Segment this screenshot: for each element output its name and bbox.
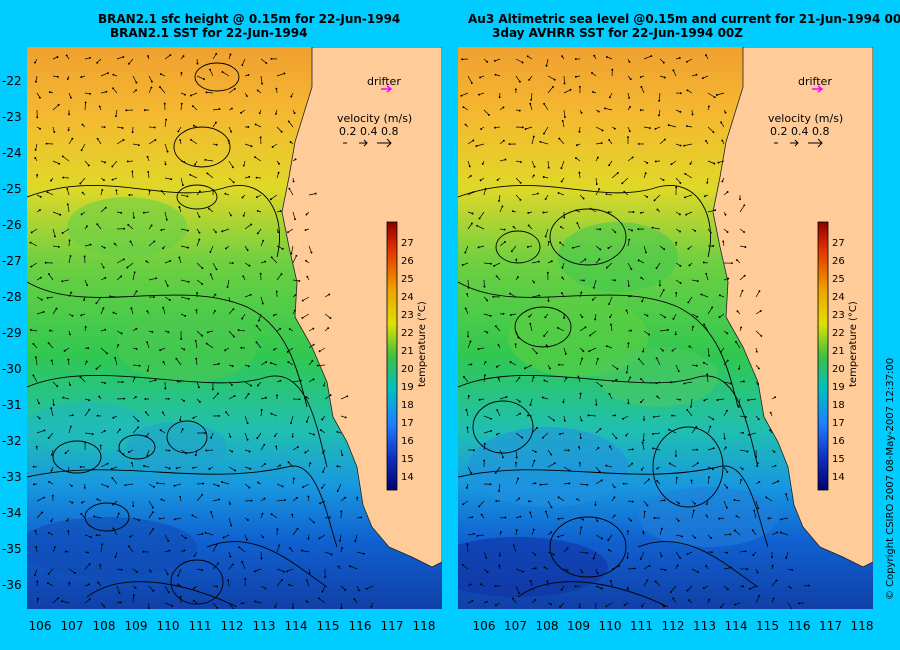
left-lon-tick: 114 xyxy=(285,619,308,633)
left-lat-tick: -34 xyxy=(2,506,22,520)
left-lat-tick: -35 xyxy=(2,542,22,556)
left-lon-tick: 109 xyxy=(125,619,148,633)
velocity-legend-scale: 0.2 0.4 0.8 xyxy=(770,125,829,138)
left-sst-map: drifter velocity (m/s)0.2 0.4 0.8 27 26 25 24… xyxy=(27,47,442,609)
velocity-scale-arrows-icon xyxy=(774,138,823,148)
colorbar-tick-label: 21 xyxy=(832,346,845,357)
left-lat-tick: -25 xyxy=(2,182,22,196)
drifter-arrow-icon xyxy=(812,85,824,93)
colorbar-tick-label: 17 xyxy=(401,418,414,429)
left-lat-tick: -33 xyxy=(2,470,22,484)
left-lon-tick: 117 xyxy=(381,619,404,633)
left-lon-tick: 111 xyxy=(189,619,212,633)
colorbar-tick-label: 18 xyxy=(832,400,845,411)
right-lon-tick: 114 xyxy=(725,619,748,633)
right-lon-tick: 110 xyxy=(599,619,622,633)
australia-coast xyxy=(712,47,873,568)
colorbar-tick-label: 27 xyxy=(401,238,414,249)
colorbar-tick-label: 17 xyxy=(832,418,845,429)
right-lon-tick: 109 xyxy=(567,619,590,633)
colorbar-tick-label: 25 xyxy=(401,274,414,285)
right-lon-tick: 118 xyxy=(851,619,874,633)
velocity-legend-label: velocity (m/s) xyxy=(768,112,843,125)
left-lat-tick: -31 xyxy=(2,398,22,412)
colorbar-tick-label: 26 xyxy=(401,256,414,267)
velocity-legend-scale: 0.2 0.4 0.8 xyxy=(339,125,398,138)
colorbar-tick-label: 16 xyxy=(401,436,414,447)
right-lon-tick: 113 xyxy=(693,619,716,633)
right-lon-tick: 112 xyxy=(662,619,685,633)
left-lon-tick: 118 xyxy=(413,619,436,633)
colorbar-tick-label: 24 xyxy=(401,292,414,303)
colorbar-tick-label: 24 xyxy=(832,292,845,303)
colorbar-tick-label: 22 xyxy=(401,328,414,339)
right-lon-tick: 108 xyxy=(536,619,559,633)
drifter-arrow-icon xyxy=(381,85,393,93)
left-lat-tick: -30 xyxy=(2,362,22,376)
right-lon-tick: 106 xyxy=(473,619,496,633)
left-lon-tick: 107 xyxy=(61,619,84,633)
left-lat-tick: -26 xyxy=(2,218,22,232)
colorbar-tick-label: 15 xyxy=(832,454,845,465)
temperature-colorbar xyxy=(817,221,829,491)
left-title-line1: BRAN2.1 sfc height @ 0.15m for 22-Jun-19… xyxy=(98,12,401,26)
left-title-line2: BRAN2.1 SST for 22-Jun-1994 xyxy=(110,26,308,40)
colorbar-tick-label: 20 xyxy=(401,364,414,375)
left-lon-tick: 106 xyxy=(29,619,52,633)
copyright-text: © Copyright CSIRO 2007 08-May-2007 12:37… xyxy=(885,357,896,600)
left-lat-tick: -32 xyxy=(2,434,22,448)
left-lon-tick: 110 xyxy=(157,619,180,633)
colorbar-tick-label: 19 xyxy=(401,382,414,393)
colorbar-tick-label: 16 xyxy=(832,436,845,447)
right-sst-map: drifter velocity (m/s)0.2 0.4 0.8 27 26 25 24… xyxy=(458,47,873,609)
velocity-scale-arrows-icon xyxy=(343,138,392,148)
right-lon-tick: 116 xyxy=(788,619,811,633)
left-lon-tick: 113 xyxy=(253,619,276,633)
left-lat-tick: -24 xyxy=(2,146,22,160)
right-lon-tick: 115 xyxy=(756,619,779,633)
colorbar-tick-label: 14 xyxy=(832,472,845,483)
left-lat-tick: -22 xyxy=(2,74,22,88)
colorbar-label: temperature (°C) xyxy=(417,301,428,387)
colorbar-tick-label: 22 xyxy=(832,328,845,339)
colorbar-tick-label: 25 xyxy=(832,274,845,285)
velocity-legend-label: velocity (m/s) xyxy=(337,112,412,125)
colorbar-tick-label: 23 xyxy=(832,310,845,321)
right-title-line1: Au3 Altimetric sea level @0.15m and curr… xyxy=(468,12,900,26)
left-lat-tick: -36 xyxy=(2,578,22,592)
left-lon-tick: 108 xyxy=(93,619,116,633)
drifter-label: drifter xyxy=(367,75,401,88)
right-lon-tick: 107 xyxy=(504,619,527,633)
right-lon-tick: 111 xyxy=(630,619,653,633)
left-lon-tick: 115 xyxy=(317,619,340,633)
colorbar-tick-label: 14 xyxy=(401,472,414,483)
left-lon-tick: 116 xyxy=(349,619,372,633)
right-lon-tick: 117 xyxy=(819,619,842,633)
colorbar-tick-label: 26 xyxy=(832,256,845,267)
colorbar-tick-label: 15 xyxy=(401,454,414,465)
colorbar-tick-label: 21 xyxy=(401,346,414,357)
colorbar-tick-label: 18 xyxy=(401,400,414,411)
colorbar-tick-label: 23 xyxy=(401,310,414,321)
velocity-arrows xyxy=(29,52,374,609)
left-lat-tick: -28 xyxy=(2,290,22,304)
left-lat-tick: -23 xyxy=(2,110,22,124)
colorbar-tick-label: 20 xyxy=(832,364,845,375)
left-lat-tick: -27 xyxy=(2,254,22,268)
colorbar-label: temperature (°C) xyxy=(848,301,859,387)
left-lat-tick: -29 xyxy=(2,326,22,340)
left-map-panel: drifter velocity (m/s) 0.2 0.4 0.8 27 26 25 24… xyxy=(27,47,442,609)
right-map-panel: drifter velocity (m/s) 0.2 0.4 0.8 27 26 25 24… xyxy=(458,47,873,609)
drifter-label: drifter xyxy=(798,75,832,88)
left-lon-tick: 112 xyxy=(221,619,244,633)
right-title-line2: 3day AVHRR SST for 22-Jun-1994 00Z xyxy=(492,26,743,40)
colorbar-tick-label: 19 xyxy=(832,382,845,393)
australia-coast xyxy=(281,47,442,568)
velocity-arrows xyxy=(460,54,810,609)
temperature-colorbar xyxy=(386,221,398,491)
colorbar-tick-label: 27 xyxy=(832,238,845,249)
